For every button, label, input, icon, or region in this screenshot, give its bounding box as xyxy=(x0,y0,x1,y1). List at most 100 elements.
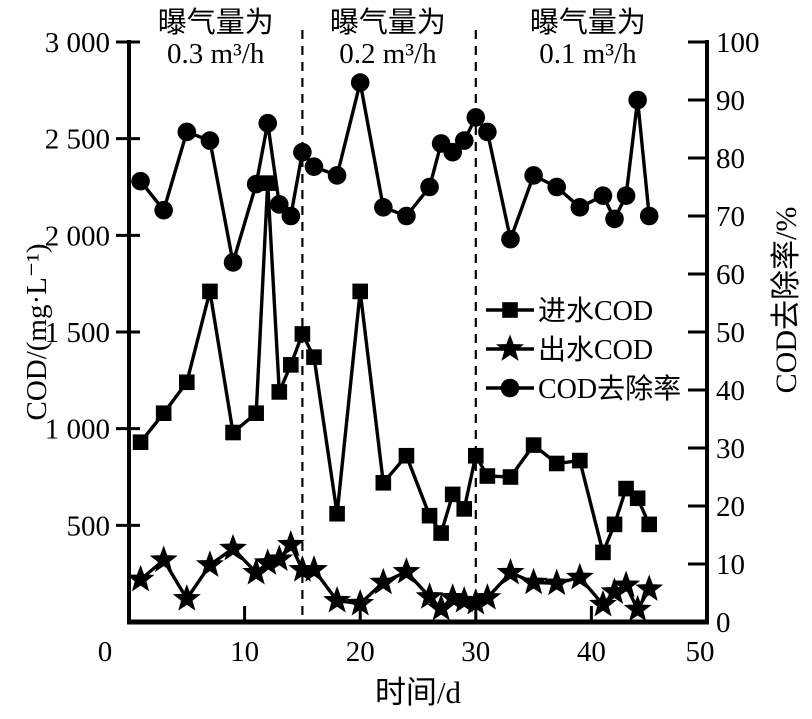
legend-circle-marker xyxy=(500,378,520,398)
circle-marker xyxy=(131,171,150,191)
square-marker xyxy=(641,516,657,533)
legend-label: 出水COD xyxy=(538,334,653,366)
y-axis-left-tick-label: 2 500 xyxy=(45,124,110,156)
y-axis-left-tick-label: 1 000 xyxy=(45,414,110,446)
square-marker xyxy=(421,507,438,524)
annotation-line2: 0.3 m³/h xyxy=(167,38,265,70)
legend-item-cod-removal-rate: COD去除率 xyxy=(486,373,681,405)
square-marker xyxy=(283,357,299,373)
star-marker xyxy=(415,582,444,609)
square-marker xyxy=(294,326,311,342)
star-marker xyxy=(323,586,352,613)
square-marker xyxy=(479,468,496,484)
annotation-line1: 曝气量为 xyxy=(530,6,646,39)
star-marker xyxy=(219,533,247,561)
legend-star-marker xyxy=(496,334,524,361)
y-axis-left-tick-label: 3 000 xyxy=(45,27,110,59)
y-axis-right-tick-label: 80 xyxy=(716,143,745,175)
series-cod-removal-rate xyxy=(131,73,659,272)
star-marker xyxy=(473,583,502,610)
y-axis-left-tick-label: 500 xyxy=(67,510,111,542)
square-marker xyxy=(306,349,322,365)
y-axis-right-tick-label: 20 xyxy=(716,491,745,523)
circle-marker xyxy=(246,174,266,194)
legend-square-marker xyxy=(502,302,518,318)
legend-label: COD去除率 xyxy=(538,373,681,405)
square-marker xyxy=(525,437,542,453)
x-axis-title: 时间/d xyxy=(375,675,462,710)
square-marker xyxy=(248,405,264,421)
legend-label: 进水COD xyxy=(538,295,653,327)
circle-marker xyxy=(200,131,220,150)
square-marker xyxy=(548,455,565,472)
circle-marker xyxy=(501,229,520,249)
circle-marker xyxy=(374,198,393,217)
circle-marker xyxy=(466,108,486,127)
circle-marker xyxy=(281,206,301,226)
square-marker xyxy=(572,452,588,469)
y-axis-left-tick-label: 2 000 xyxy=(45,220,110,252)
square-marker xyxy=(329,505,345,522)
circle-marker xyxy=(350,73,370,92)
y-axis-right-tick-label: 70 xyxy=(716,201,745,233)
star-marker xyxy=(635,574,664,601)
y-axis-right-title: COD去除率/% xyxy=(770,207,803,394)
square-marker xyxy=(629,490,646,507)
circle-marker xyxy=(616,186,636,205)
annotation-line2: 0.1 m³/h xyxy=(539,38,637,70)
star-marker xyxy=(623,594,652,622)
square-marker xyxy=(595,544,611,561)
square-marker xyxy=(433,525,449,541)
star-marker xyxy=(392,557,421,584)
circle-marker xyxy=(443,142,462,162)
square-marker xyxy=(444,486,461,503)
square-marker xyxy=(456,501,473,517)
x-axis-tick-label: 30 xyxy=(461,636,490,668)
y-axis-right-tick-label: 30 xyxy=(716,433,745,465)
circle-marker xyxy=(293,142,312,162)
square-marker xyxy=(502,469,519,485)
star-marker xyxy=(195,550,224,577)
square-marker xyxy=(179,374,195,391)
circle-marker xyxy=(223,253,243,272)
circle-marker xyxy=(304,157,324,176)
x-axis-tick-label: 10 xyxy=(230,636,259,668)
star-marker xyxy=(300,555,328,582)
annotation-line2: 0.2 m³/h xyxy=(339,38,437,70)
circle-marker xyxy=(177,122,197,142)
legend-item-influent-cod: 进水COD xyxy=(486,295,653,327)
star-marker xyxy=(612,570,641,598)
star-marker xyxy=(172,584,201,611)
x-axis-tick-label: 0 xyxy=(98,636,113,668)
circle-marker xyxy=(454,131,474,150)
circle-marker xyxy=(397,206,416,226)
annotation-line1: 曝气量为 xyxy=(330,6,446,39)
square-marker xyxy=(271,384,288,400)
x-axis-tick-label: 50 xyxy=(686,636,715,668)
y-axis-left-tick-label: 1 500 xyxy=(45,317,110,349)
circle-marker xyxy=(420,177,439,197)
star-marker xyxy=(126,564,155,592)
x-axis-tick-label: 40 xyxy=(577,636,606,668)
circle-marker xyxy=(639,206,659,226)
square-marker xyxy=(202,283,218,300)
square-marker xyxy=(398,447,415,464)
square-marker xyxy=(155,405,172,421)
circle-marker xyxy=(605,209,624,229)
y-axis-right-tick-label: 10 xyxy=(716,549,745,581)
circle-marker xyxy=(258,113,278,133)
y-axis-right-tick-label: 50 xyxy=(716,317,745,349)
y-axis-right-tick-label: 0 xyxy=(716,607,731,639)
circle-marker xyxy=(547,177,567,197)
circle-marker xyxy=(154,200,173,220)
star-marker xyxy=(276,530,305,557)
square-marker xyxy=(352,283,368,300)
circle-marker xyxy=(593,186,613,205)
legend-item-effluent-cod: 出水COD xyxy=(486,334,653,366)
